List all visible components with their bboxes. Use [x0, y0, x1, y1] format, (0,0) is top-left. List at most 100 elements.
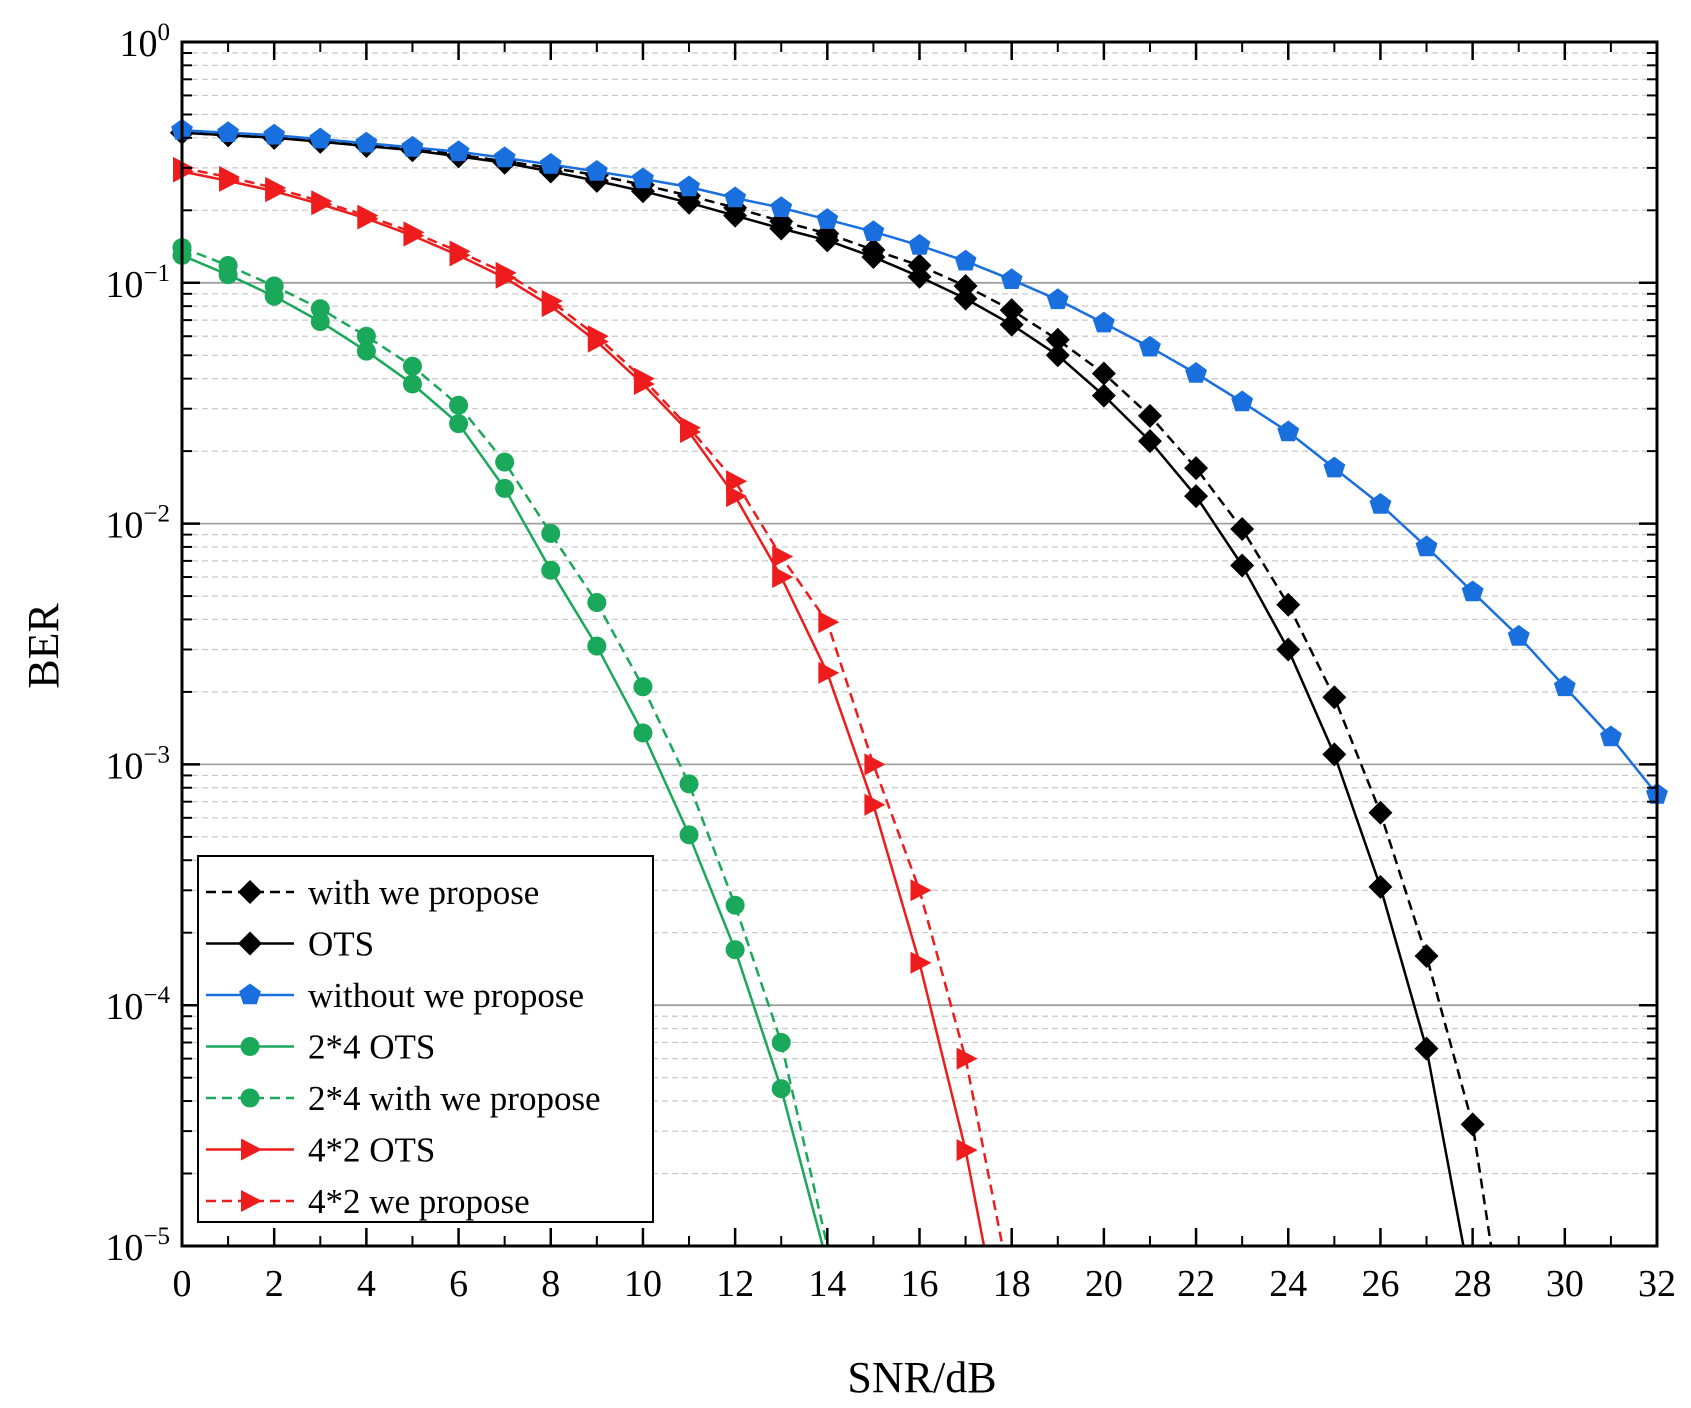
data-point-diamond	[1045, 343, 1070, 368]
series-without-we-propose	[171, 118, 1668, 804]
data-point-diamond	[1414, 944, 1439, 969]
data-point-pentagon	[1277, 420, 1300, 442]
data-point-diamond	[769, 216, 794, 241]
data-point-pentagon	[862, 220, 885, 241]
data-point-circle	[633, 677, 653, 697]
data-point-circle	[240, 1088, 260, 1108]
data-point-triangle	[818, 661, 840, 684]
legend-label: 2*4 OTS	[308, 1028, 435, 1067]
data-point-triangle	[541, 290, 563, 313]
data-point-pentagon	[1461, 580, 1484, 602]
data-point-triangle	[910, 951, 932, 974]
y-tick-labels: 100 10−1 10−2 10−3 10−4 10−5	[105, 19, 170, 1269]
data-point-circle	[587, 593, 607, 613]
data-point-diamond	[1414, 1036, 1439, 1061]
data-point-triangle	[772, 545, 794, 568]
data-point-circle	[679, 774, 699, 794]
data-point-diamond	[953, 273, 978, 298]
legend-item: 2*4 with we propose	[206, 1079, 601, 1118]
data-point-pentagon	[770, 196, 793, 217]
axis-ticks	[180, 40, 1659, 1248]
legend-item: OTS	[206, 925, 374, 964]
data-point-pentagon	[447, 140, 470, 162]
x-tick-label: 24	[1269, 1263, 1307, 1305]
data-point-pentagon	[1507, 624, 1530, 646]
data-point-circle	[495, 478, 515, 498]
data-point-pentagon	[263, 123, 286, 145]
data-point-pentagon	[1046, 288, 1069, 310]
data-point-diamond	[677, 190, 702, 215]
data-point-diamond	[999, 312, 1024, 337]
data-point-circle	[264, 276, 284, 296]
data-point-pentagon	[954, 249, 977, 271]
x-axis-label: SNR/dB	[847, 1353, 996, 1402]
data-point-triangle	[956, 1047, 978, 1070]
x-tick-labels: 0 2 4 6 8 10 12 14 16 18 20 22 24 26 28 30 32	[173, 1263, 1677, 1305]
legend-item: 4*2 we propose	[206, 1182, 530, 1221]
legend-label: with we propose	[308, 873, 539, 912]
data-point-pentagon	[908, 233, 931, 255]
data-point-triangle	[726, 485, 748, 508]
x-tick-label: 20	[1085, 1263, 1123, 1305]
y-tick-label: 10−1	[105, 260, 170, 306]
x-tick-label: 10	[624, 1263, 662, 1305]
data-point-diamond	[815, 228, 840, 253]
data-point-triangle	[818, 611, 840, 634]
data-point-triangle	[265, 176, 287, 199]
x-tick-label: 32	[1638, 1263, 1676, 1305]
data-point-diamond	[1368, 800, 1393, 825]
data-point-circle	[310, 299, 330, 319]
x-tick-label: 8	[541, 1263, 560, 1305]
data-point-pentagon	[1231, 390, 1254, 412]
data-point-circle	[402, 356, 422, 376]
data-point-pentagon	[355, 131, 378, 153]
data-point-triangle	[633, 367, 655, 390]
data-point-circle	[541, 560, 561, 580]
data-point-pentagon	[1415, 535, 1438, 557]
data-point-pentagon	[678, 175, 700, 197]
data-point-pentagon	[1553, 675, 1576, 697]
y-tick-label: 10−3	[105, 741, 170, 787]
data-point-diamond	[1137, 403, 1162, 428]
data-point-pentagon	[217, 121, 239, 142]
series-layer	[170, 118, 1668, 1247]
data-point-circle	[771, 1033, 791, 1053]
data-point-circle	[240, 1037, 260, 1056]
x-tick-label: 26	[1361, 1263, 1399, 1305]
data-point-diamond	[1184, 484, 1209, 509]
y-axis-label: BER	[19, 603, 68, 689]
legend-item: without we propose	[206, 976, 584, 1015]
x-tick-label: 14	[808, 1263, 846, 1305]
data-point-triangle	[241, 1138, 262, 1161]
x-tick-label: 2	[265, 1263, 284, 1305]
x-tick-label: 16	[901, 1263, 939, 1305]
data-point-triangle	[910, 879, 932, 902]
data-point-triangle	[219, 166, 241, 189]
series-line	[181, 131, 1493, 1247]
x-tick-label: 22	[1177, 1263, 1215, 1305]
data-point-pentagon	[309, 127, 332, 149]
data-point-circle	[356, 326, 376, 346]
legend-label: 2*4 with we propose	[308, 1079, 601, 1118]
data-point-triangle	[241, 1190, 262, 1212]
y-tick-label: 100	[120, 19, 171, 65]
y-tick-label: 10−5	[105, 1223, 170, 1269]
data-point-pentagon	[539, 153, 562, 174]
data-point-triangle	[956, 1139, 978, 1162]
legend-label: without we propose	[308, 976, 584, 1015]
series-4-2-we-propose	[173, 156, 1004, 1247]
data-point-pentagon	[1600, 725, 1622, 747]
data-point-pentagon	[632, 167, 654, 189]
x-tick-label: 6	[449, 1263, 468, 1305]
data-point-diamond	[1045, 327, 1070, 352]
data-point-circle	[449, 395, 469, 415]
series-2-4-with-we-propose	[172, 238, 829, 1247]
data-point-pentagon	[493, 146, 516, 168]
data-point-diamond	[1460, 1112, 1485, 1137]
legend-box	[197, 855, 654, 1223]
data-point-circle	[633, 723, 653, 743]
data-point-diamond	[1137, 429, 1162, 454]
data-point-diamond	[1276, 637, 1301, 662]
data-point-triangle	[403, 221, 425, 244]
